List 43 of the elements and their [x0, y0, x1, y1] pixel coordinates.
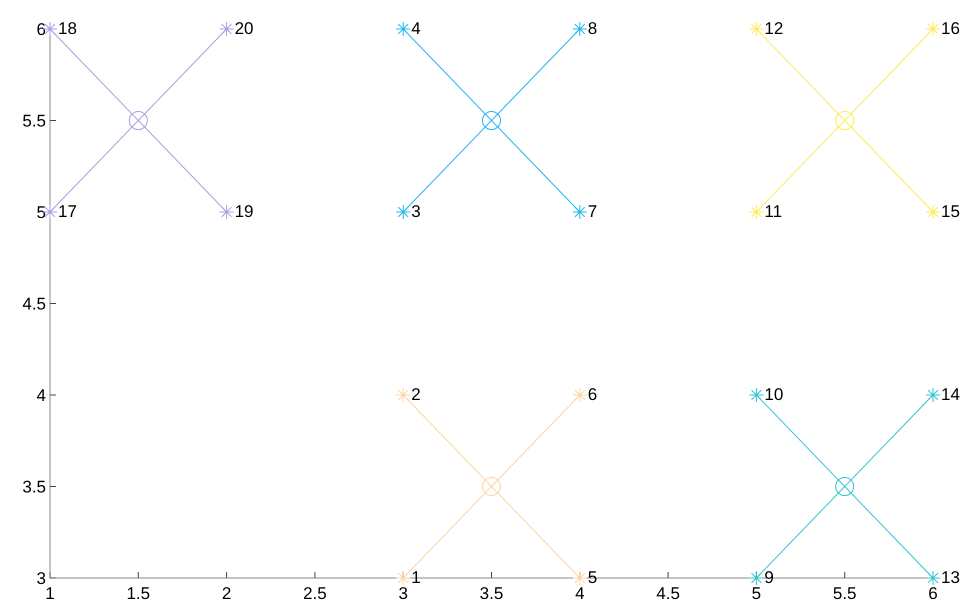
point	[482, 477, 501, 496]
annotation: 12	[764, 19, 784, 38]
annotation: 15	[941, 202, 960, 221]
y-tick-label: 5	[36, 203, 46, 222]
annotation: 18	[58, 19, 77, 38]
x-tick-label: 5	[752, 584, 762, 603]
annotation: 17	[58, 202, 77, 221]
x-tick-label: 2.5	[303, 584, 327, 603]
annotation: 13	[941, 568, 960, 587]
y-tick-label: 4	[36, 386, 46, 405]
x-tick-label: 1.5	[126, 584, 150, 603]
annotation: 11	[764, 202, 782, 221]
x-tick-label: 1	[45, 584, 55, 603]
annotation: 10	[764, 385, 784, 404]
x-tick-label: 6	[928, 584, 938, 603]
x-tick-label: 5.5	[832, 584, 857, 603]
x-tick-label: 4	[575, 584, 585, 603]
annotation: 5	[588, 568, 598, 587]
point	[128, 111, 148, 130]
y-tick-label: 3	[36, 569, 46, 588]
annotation: 3	[411, 202, 421, 221]
annotation: 19	[234, 202, 254, 221]
annotation: 20	[234, 19, 254, 38]
x-tick-label: 2	[222, 584, 232, 603]
y-tick-label: 3.5	[22, 478, 46, 496]
x-tick-label: 4.5	[656, 584, 680, 603]
annotation: 4	[411, 19, 421, 38]
point	[835, 111, 854, 130]
annotation: 2	[411, 385, 421, 404]
x-tick-label: 3	[398, 584, 408, 603]
annotation: 8	[588, 19, 598, 38]
point	[482, 111, 501, 130]
y-tick-label: 6	[36, 20, 46, 39]
y-tick-label: 5.5	[22, 112, 46, 130]
annotation: 14	[941, 385, 960, 404]
annotation: 1	[411, 568, 421, 587]
point	[835, 477, 854, 496]
annotation: 9	[764, 568, 774, 587]
annotation: 7	[588, 202, 598, 221]
x-tick-label: 3.5	[480, 584, 504, 603]
annotation: 6	[588, 385, 598, 404]
y-tick-label: 4.5	[22, 294, 46, 314]
annotation: 16	[941, 19, 960, 38]
